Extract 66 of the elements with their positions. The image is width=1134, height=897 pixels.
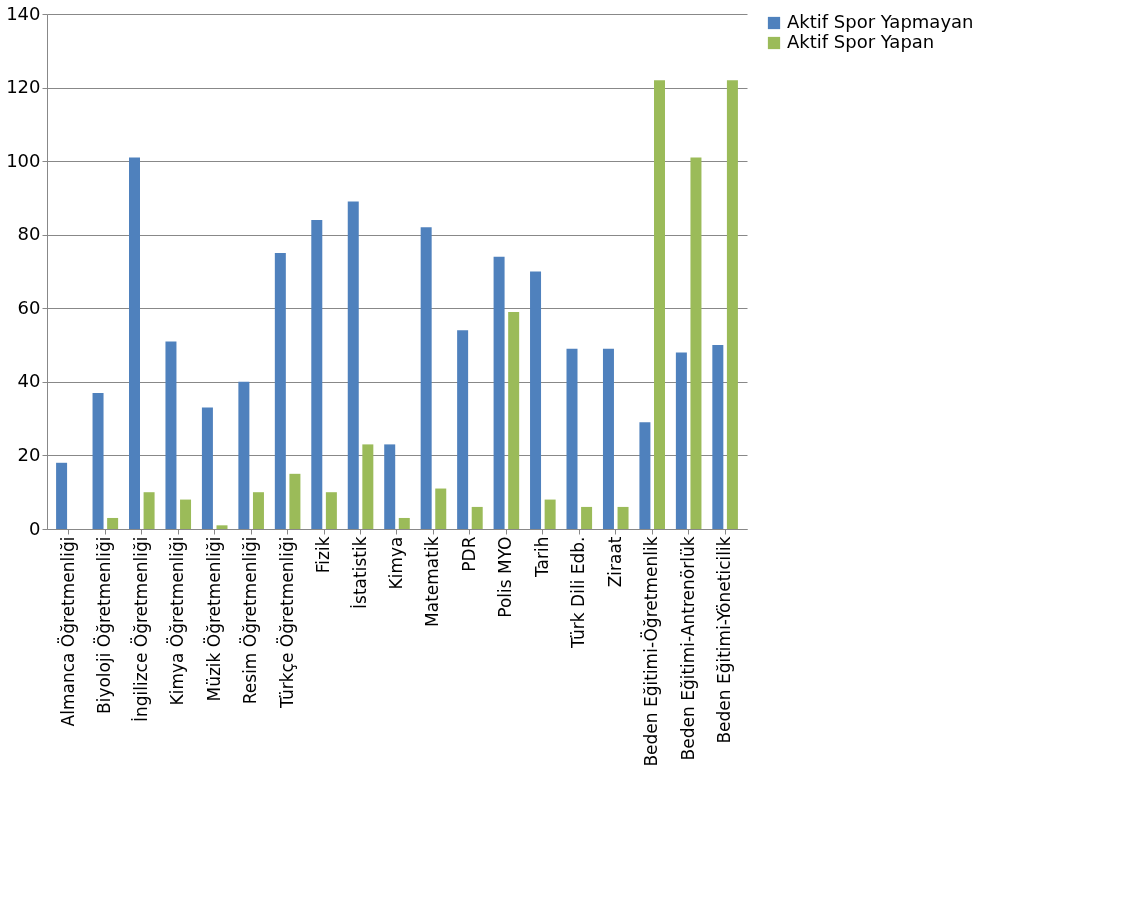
- x-tick-label: Müzik Öğretmenliği: [202, 536, 224, 702]
- bar: [384, 444, 396, 529]
- bar: [92, 392, 104, 529]
- bar: [362, 444, 374, 529]
- bar: [471, 506, 483, 529]
- x-tick-label: İstatistik: [349, 536, 370, 609]
- bar: [325, 492, 337, 529]
- bar: [238, 381, 250, 529]
- bar: [274, 253, 286, 529]
- bar: [508, 311, 520, 529]
- y-tick-label: 80: [17, 223, 41, 245]
- bar: [726, 80, 738, 529]
- bar: [201, 407, 213, 529]
- x-tick-label: Polis MYO: [495, 536, 516, 618]
- x-tick-label: Beden Eğitimi-Antrenörlük: [677, 536, 698, 761]
- bar: [252, 492, 264, 529]
- y-tick-label: 100: [6, 149, 41, 171]
- bar: [435, 488, 447, 529]
- bar: [544, 499, 556, 529]
- bar: [530, 271, 542, 529]
- x-tick-label: PDR: [458, 536, 479, 572]
- y-tick-label: 60: [17, 296, 41, 318]
- bar: [107, 517, 119, 529]
- x-tick-label: Biyoloji Öğretmenliği: [93, 536, 115, 714]
- bar: [675, 352, 687, 529]
- bar: [712, 345, 724, 529]
- bar: [216, 525, 228, 529]
- bar: [420, 227, 432, 529]
- bar: [493, 256, 505, 529]
- bar: [581, 506, 593, 529]
- x-tick-label: Resim Öğretmenliği: [239, 536, 261, 705]
- bar: [602, 348, 614, 529]
- legend-label: Aktif Spor Yapan: [787, 31, 935, 52]
- bar: [398, 517, 410, 529]
- y-tick-label: 140: [6, 2, 41, 24]
- bar: [566, 348, 578, 529]
- bar: [690, 157, 702, 529]
- bar: [56, 462, 68, 529]
- x-tick-label: Fizik: [313, 536, 334, 574]
- bar: [654, 80, 665, 529]
- x-tick-label: Türkçe Öğretmenliği: [275, 536, 297, 710]
- x-tick-label: İngilizce Öğretmenliği: [129, 536, 151, 723]
- bar: [617, 506, 629, 529]
- bar: [143, 492, 155, 529]
- legend-label: Aktif Spor Yapmayan: [787, 11, 974, 32]
- bar: [165, 341, 177, 529]
- x-tick-label: Kimya: [386, 536, 406, 590]
- y-tick-label: 120: [6, 76, 41, 98]
- x-tick-label: Tarih: [531, 536, 552, 578]
- bar: [639, 422, 651, 529]
- y-tick-label: 40: [17, 370, 41, 392]
- y-tick-label: 0: [29, 517, 41, 539]
- y-tick-label: 20: [17, 443, 41, 465]
- bar: [457, 330, 469, 529]
- bar: [129, 157, 140, 529]
- bar: [311, 220, 323, 529]
- bar: [180, 499, 192, 529]
- x-tick-label: Matematik: [422, 536, 443, 627]
- x-tick-label: Türk Dili Edb.: [568, 536, 589, 649]
- bar: [289, 473, 301, 529]
- x-tick-label: Almanca Öğretmenliği: [56, 536, 78, 727]
- x-tick-label: Ziraat: [604, 536, 625, 588]
- x-tick-label: Beden Eğitimi-Yöneticilik: [714, 536, 735, 744]
- x-tick-label: Beden Eğitimi-Öğretmenlik: [640, 536, 662, 767]
- bar: [347, 201, 359, 529]
- x-tick-label: Kimya Öğretmenliği: [166, 536, 188, 706]
